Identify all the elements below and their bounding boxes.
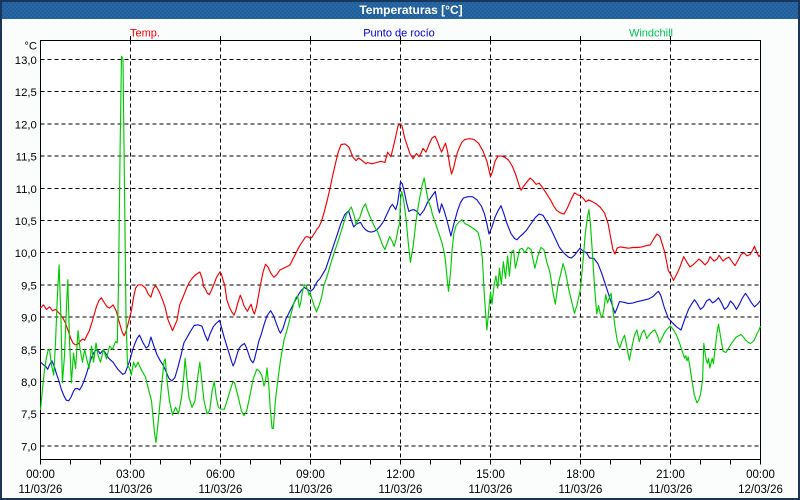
svg-text:7,5: 7,5 <box>21 409 37 421</box>
svg-text:Temp.: Temp. <box>130 28 160 40</box>
svg-text:12/03/26: 12/03/26 <box>738 484 783 496</box>
svg-text:8,5: 8,5 <box>21 345 37 357</box>
svg-text:9,5: 9,5 <box>21 280 37 292</box>
svg-text:7,0: 7,0 <box>21 441 37 453</box>
svg-text:12,0: 12,0 <box>15 119 37 131</box>
svg-text:11/03/26: 11/03/26 <box>19 484 63 496</box>
svg-text:03:00: 03:00 <box>116 469 145 481</box>
svg-text:10,5: 10,5 <box>15 216 37 228</box>
svg-text:13,0: 13,0 <box>15 55 37 67</box>
svg-text:12:00: 12:00 <box>386 469 415 481</box>
svg-text:11,5: 11,5 <box>16 152 37 164</box>
svg-text:10,0: 10,0 <box>15 248 37 260</box>
svg-text:8,0: 8,0 <box>21 377 37 389</box>
svg-text:06:00: 06:00 <box>206 469 235 481</box>
svg-text:00:00: 00:00 <box>26 469 55 481</box>
svg-text:00:00: 00:00 <box>746 469 775 481</box>
svg-text:Punto de rocío: Punto de rocío <box>363 28 435 40</box>
svg-text:11/03/26: 11/03/26 <box>109 484 153 496</box>
svg-text:11/03/26: 11/03/26 <box>379 484 423 496</box>
svg-text:11/03/26: 11/03/26 <box>469 484 513 496</box>
svg-text:°C: °C <box>24 41 37 53</box>
svg-text:12,5: 12,5 <box>15 87 37 99</box>
svg-text:11/03/26: 11/03/26 <box>199 484 243 496</box>
svg-text:21:00: 21:00 <box>656 469 685 481</box>
svg-text:9,0: 9,0 <box>21 313 37 325</box>
svg-text:11,0: 11,0 <box>16 184 37 196</box>
svg-text:09:00: 09:00 <box>296 469 325 481</box>
svg-text:11/03/26: 11/03/26 <box>559 484 603 496</box>
svg-text:11/03/26: 11/03/26 <box>289 484 333 496</box>
svg-text:15:00: 15:00 <box>476 469 505 481</box>
svg-text:18:00: 18:00 <box>566 469 595 481</box>
svg-text:Windchill: Windchill <box>629 28 673 40</box>
svg-text:11/03/26: 11/03/26 <box>649 484 693 496</box>
